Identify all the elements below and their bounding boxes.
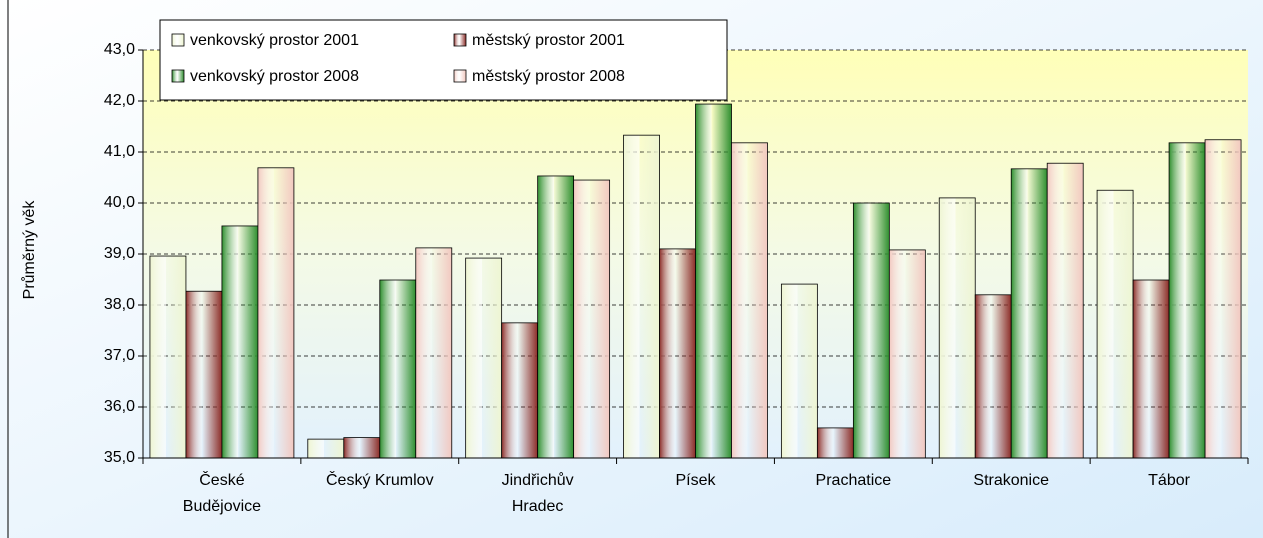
x-tick-label: Písek: [675, 472, 716, 489]
bar: [659, 248, 696, 459]
y-tick-label: 39,0: [104, 245, 135, 262]
bar: [695, 103, 732, 459]
bar: [888, 249, 926, 459]
bar: [221, 225, 259, 459]
bar: [257, 167, 295, 459]
bar: [816, 427, 854, 459]
bar: [149, 255, 187, 459]
bar: [1204, 139, 1242, 459]
bar: [415, 247, 453, 459]
x-tick-label: Jindřichův Hradec: [501, 472, 574, 515]
x-tick-label: Tábor: [1148, 472, 1190, 489]
bar: [938, 197, 976, 459]
legend-swatch: [171, 69, 185, 83]
bar: [1046, 162, 1084, 459]
legend-label: městský prostor 2008: [472, 68, 625, 85]
x-tick-label: Český Krumlov: [325, 472, 434, 489]
y-tick-label: 35,0: [104, 449, 135, 466]
x-tick-label: Strakonice: [973, 472, 1049, 489]
bar: [623, 134, 660, 459]
bar: [379, 279, 417, 459]
y-tick-label: 36,0: [104, 398, 135, 415]
legend-label: venkovský prostor 2001: [190, 32, 359, 49]
bar: [465, 257, 503, 459]
y-tick-label: 40,0: [104, 194, 135, 211]
bar: [1168, 142, 1206, 459]
bar: [501, 322, 539, 459]
bar: [185, 290, 223, 459]
y-tick-label: 42,0: [104, 92, 135, 109]
bar: [537, 175, 575, 459]
bar: [1096, 189, 1134, 459]
bar: [1010, 168, 1048, 459]
y-tick-label: 43,0: [104, 41, 135, 58]
bar: [852, 202, 890, 459]
x-tick-label: České Budějovice: [182, 472, 262, 515]
bar: [1132, 279, 1170, 459]
bar: [307, 438, 345, 459]
bar: [974, 294, 1012, 459]
y-tick-label: 38,0: [104, 296, 135, 313]
bar: [731, 142, 768, 459]
legend-label: městský prostor 2001: [472, 32, 625, 49]
x-tick-label: Prachatice: [815, 472, 892, 489]
legend-swatch: [453, 69, 467, 83]
y-axis-label: Průměrný věk: [20, 200, 38, 300]
y-tick-label: 37,0: [104, 347, 135, 364]
y-tick-label: 41,0: [104, 143, 135, 160]
bar: [780, 283, 818, 459]
legend-label: venkovský prostor 2008: [190, 68, 359, 85]
legend-swatch: [453, 33, 467, 47]
legend-swatch: [171, 33, 185, 47]
bar: [573, 179, 611, 459]
bar: [343, 437, 381, 459]
legend-box: [159, 19, 728, 101]
